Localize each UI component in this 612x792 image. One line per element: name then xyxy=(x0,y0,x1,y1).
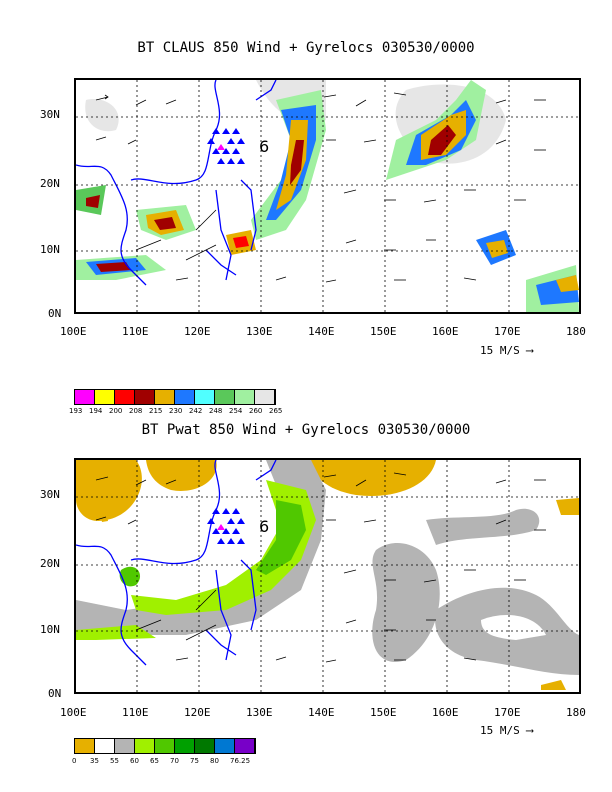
cb2-label: 0 xyxy=(72,757,77,765)
cb1-swatch xyxy=(155,390,175,404)
panel1-ytick-10n: 10N xyxy=(40,243,60,256)
panel1-xtick-180: 180 xyxy=(566,325,586,338)
panel1-xtick-160e: 160E xyxy=(432,325,459,338)
cb2-swatch xyxy=(195,739,215,753)
cb1-swatch xyxy=(255,390,275,404)
cb1-label: 248 xyxy=(209,407,223,415)
cb2-label: 75 xyxy=(190,757,199,765)
panel1-colorbar xyxy=(74,389,276,405)
panel2-ytick-0n: 0N xyxy=(48,687,62,700)
cb2-label: 76.25 xyxy=(230,757,251,765)
cb1-label: 194 xyxy=(89,407,103,415)
panel2-ytick-30n: 30N xyxy=(40,488,60,501)
panel2-scale-label: 15 M/S ⟶ xyxy=(480,724,533,737)
panel1-xtick-130e: 130E xyxy=(246,325,273,338)
cb2-swatch xyxy=(135,739,155,753)
cb2-swatch xyxy=(175,739,195,753)
panel1-xtick-140e: 140E xyxy=(308,325,335,338)
cb2-swatch xyxy=(155,739,175,753)
panel1-ytick-20n: 20N xyxy=(40,177,60,190)
panel2-xtick-110e: 110E xyxy=(122,706,149,719)
cb2-swatch xyxy=(95,739,115,753)
panel2-ytick-10n: 10N xyxy=(40,623,60,636)
cb2-swatch xyxy=(75,739,95,753)
cb2-label: 35 xyxy=(90,757,99,765)
cb1-label: 208 xyxy=(129,407,143,415)
cb1-label: 230 xyxy=(169,407,183,415)
panel2-title: BT Pwat 850 Wind + Gyrelocs 030530/0000 xyxy=(141,422,471,438)
panel2-xtick-100e: 100E xyxy=(60,706,87,719)
panel1-title: BT CLAUS 850 Wind + Gyrelocs 030530/0000 xyxy=(137,40,475,56)
panel2-xtick-180: 180 xyxy=(566,706,586,719)
svg-text:6: 6 xyxy=(259,517,269,536)
panel1-xtick-120e: 120E xyxy=(184,325,211,338)
panel1-map: 6 xyxy=(74,78,581,314)
cb1-swatch xyxy=(95,390,115,404)
cb1-swatch xyxy=(215,390,235,404)
cb2-label: 70 xyxy=(170,757,179,765)
cb1-swatch xyxy=(115,390,135,404)
cb1-swatch xyxy=(175,390,195,404)
cb2-swatch xyxy=(235,739,255,753)
panel1-ytick-0n: 0N xyxy=(48,307,62,320)
cb1-label: 254 xyxy=(229,407,243,415)
panel2-colorbar xyxy=(74,738,256,754)
cb2-label: 55 xyxy=(110,757,119,765)
cb2-swatch xyxy=(215,739,235,753)
panel1-xtick-170e: 170E xyxy=(494,325,521,338)
cb1-label: 200 xyxy=(109,407,123,415)
panel2-xtick-160e: 160E xyxy=(432,706,459,719)
panel1-scale-label: 15 M/S ⟶ xyxy=(480,344,533,357)
cb2-label: 65 xyxy=(150,757,159,765)
panel2-map: 6 xyxy=(74,458,581,694)
panel2-xtick-130e: 130E xyxy=(246,706,273,719)
cb1-label: 265 xyxy=(269,407,283,415)
svg-text:6: 6 xyxy=(259,137,269,156)
cb1-label: 260 xyxy=(249,407,263,415)
panel1-ytick-30n: 30N xyxy=(40,108,60,121)
panel1-xtick-150e: 150E xyxy=(370,325,397,338)
panel2-map-svg: 6 xyxy=(76,460,579,692)
cb1-swatch xyxy=(75,390,95,404)
cb2-label: 80 xyxy=(210,757,219,765)
cb1-swatch xyxy=(235,390,255,404)
cb2-label: 60 xyxy=(130,757,139,765)
cb2-swatch xyxy=(115,739,135,753)
cb1-label: 215 xyxy=(149,407,163,415)
panel2-ytick-20n: 20N xyxy=(40,557,60,570)
panel2-xtick-120e: 120E xyxy=(184,706,211,719)
panel2-xtick-170e: 170E xyxy=(494,706,521,719)
cb1-label: 242 xyxy=(189,407,203,415)
cb1-swatch xyxy=(195,390,215,404)
panel1-map-svg: 6 xyxy=(76,80,579,312)
panel1-xtick-110e: 110E xyxy=(122,325,149,338)
cb1-label: 193 xyxy=(69,407,83,415)
cb1-swatch xyxy=(135,390,155,404)
panel2-xtick-150e: 150E xyxy=(370,706,397,719)
panel1-xtick-100e: 100E xyxy=(60,325,87,338)
panel2-xtick-140e: 140E xyxy=(308,706,335,719)
